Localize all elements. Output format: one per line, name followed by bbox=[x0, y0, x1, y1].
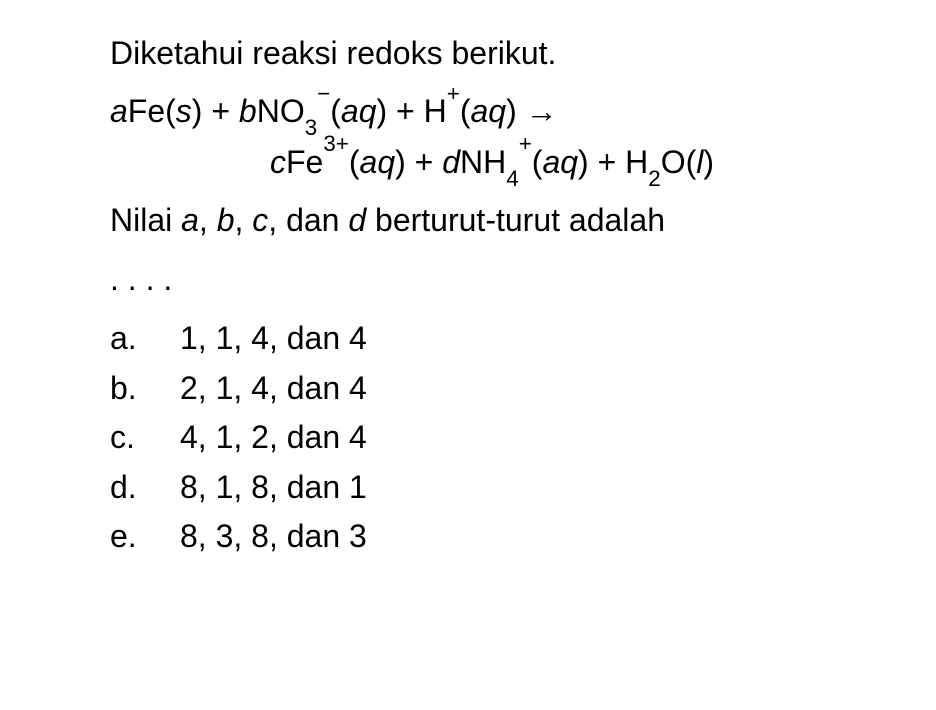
option-text: 8, 3, 8, dan 3 bbox=[180, 512, 866, 562]
equation-line-2: cFe3+(aq) + dNH4+(aq) + H2O(l) bbox=[110, 139, 866, 185]
option-text: 8, 1, 8, dan 1 bbox=[180, 463, 866, 513]
option-letter: c. bbox=[110, 413, 180, 463]
options-list: a. 1, 1, 4, dan 4 b. 2, 1, 4, dan 4 c. 4… bbox=[110, 314, 866, 562]
option-a: a. 1, 1, 4, dan 4 bbox=[110, 314, 866, 364]
option-text: 2, 1, 4, dan 4 bbox=[180, 364, 866, 414]
option-letter: d. bbox=[110, 463, 180, 513]
equation-line-1: aFe(s) + bNO3−(aq) + H+(aq) → bbox=[110, 88, 866, 134]
option-e: e. 8, 3, 8, dan 3 bbox=[110, 512, 866, 562]
option-d: d. 8, 1, 8, dan 1 bbox=[110, 463, 866, 513]
question-prompt: Nilai a, b, c, dan d berturut-turut adal… bbox=[110, 197, 866, 243]
question-dots: . . . . bbox=[110, 256, 866, 302]
option-text: 4, 1, 2, dan 4 bbox=[180, 413, 866, 463]
option-letter: a. bbox=[110, 314, 180, 364]
option-b: b. 2, 1, 4, dan 4 bbox=[110, 364, 866, 414]
option-letter: b. bbox=[110, 364, 180, 414]
option-text: 1, 1, 4, dan 4 bbox=[180, 314, 866, 364]
question-intro: Diketahui reaksi redoks berikut. bbox=[110, 30, 866, 76]
option-c: c. 4, 1, 2, dan 4 bbox=[110, 413, 866, 463]
option-letter: e. bbox=[110, 512, 180, 562]
